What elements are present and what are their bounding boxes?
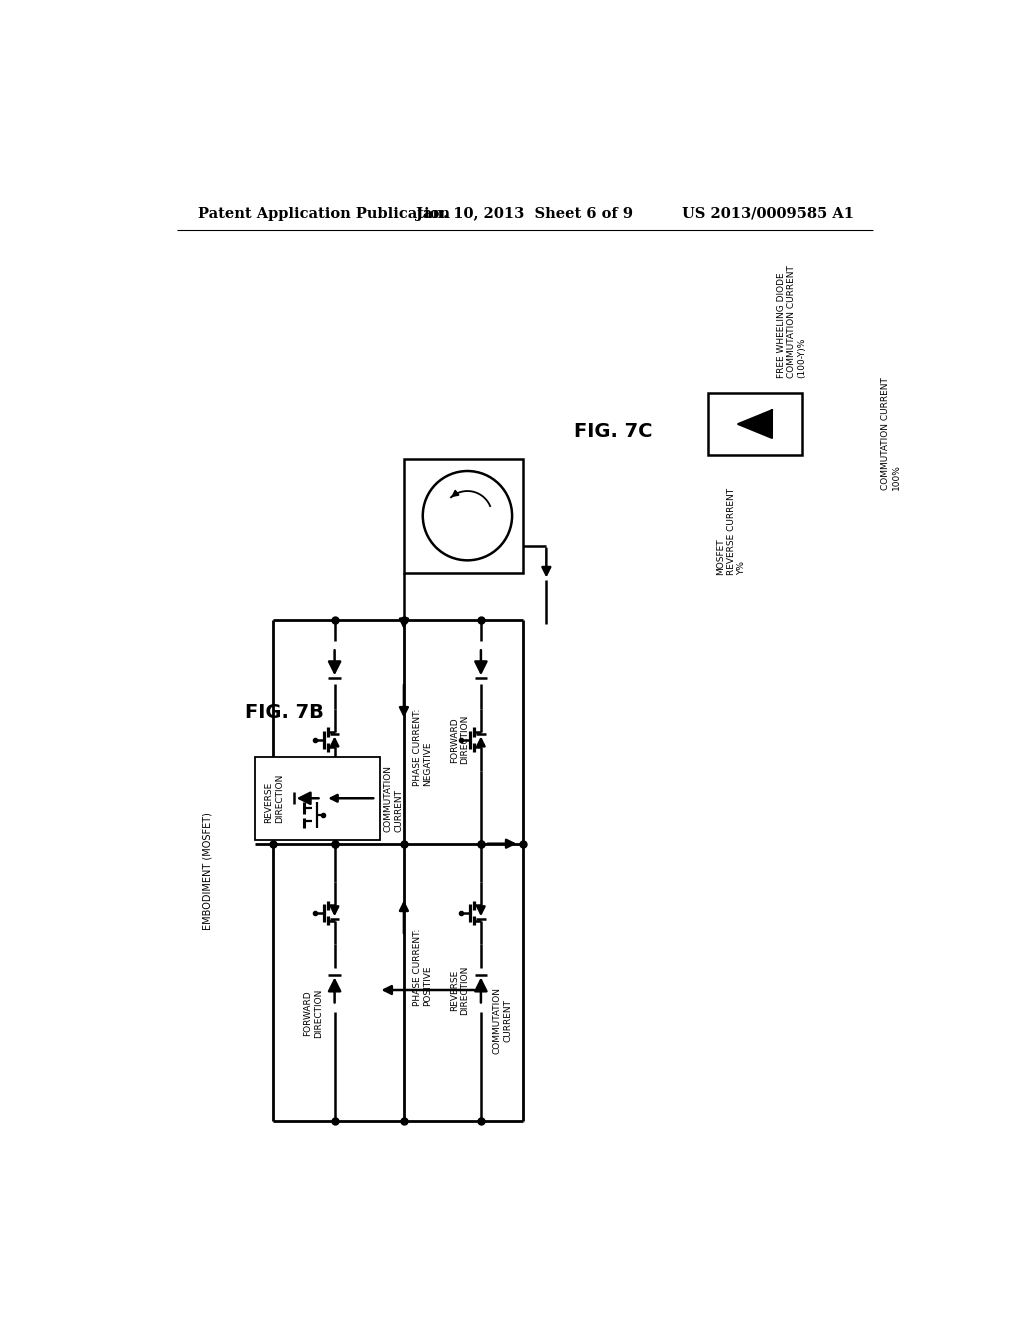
Text: COMMUTATION CURRENT
100%: COMMUTATION CURRENT 100% <box>882 378 901 491</box>
Text: PHASE CURRENT:
NEGATIVE: PHASE CURRENT: NEGATIVE <box>413 709 432 787</box>
Polygon shape <box>738 411 772 438</box>
Bar <box>403 459 523 573</box>
Bar <box>708 393 802 455</box>
Text: MOSFET
REVERSE CURRENT
Y%: MOSFET REVERSE CURRENT Y% <box>717 488 746 576</box>
Text: US 2013/0009585 A1: US 2013/0009585 A1 <box>682 207 854 220</box>
Text: Jan. 10, 2013  Sheet 6 of 9: Jan. 10, 2013 Sheet 6 of 9 <box>417 207 633 220</box>
Text: FREE WHEELING DIODE
COMMUTATION CURRENT
(100-Y)%: FREE WHEELING DIODE COMMUTATION CURRENT … <box>776 265 806 378</box>
Text: REVERSE
DIRECTION: REVERSE DIRECTION <box>264 774 284 822</box>
Bar <box>708 393 804 457</box>
Text: COMMUTATION
CURRENT: COMMUTATION CURRENT <box>384 764 403 832</box>
Bar <box>562 275 908 697</box>
Text: FIG. 7B: FIG. 7B <box>245 704 324 722</box>
Text: Patent Application Publication: Patent Application Publication <box>199 207 451 220</box>
Text: FIG. 7C: FIG. 7C <box>578 421 655 440</box>
Text: FORWARD
DIRECTION: FORWARD DIRECTION <box>450 715 469 764</box>
Text: FIG. 7C: FIG. 7C <box>574 422 652 441</box>
Text: EMBODIMENT (MOSFET): EMBODIMENT (MOSFET) <box>203 812 213 929</box>
Text: COMMUTATION
CURRENT: COMMUTATION CURRENT <box>493 987 512 1055</box>
Text: REVERSE
DIRECTION: REVERSE DIRECTION <box>450 965 469 1015</box>
Text: PHASE CURRENT:
POSITIVE: PHASE CURRENT: POSITIVE <box>413 928 432 1006</box>
Text: FORWARD
DIRECTION: FORWARD DIRECTION <box>303 989 323 1038</box>
Circle shape <box>423 471 512 560</box>
Bar <box>255 756 380 840</box>
